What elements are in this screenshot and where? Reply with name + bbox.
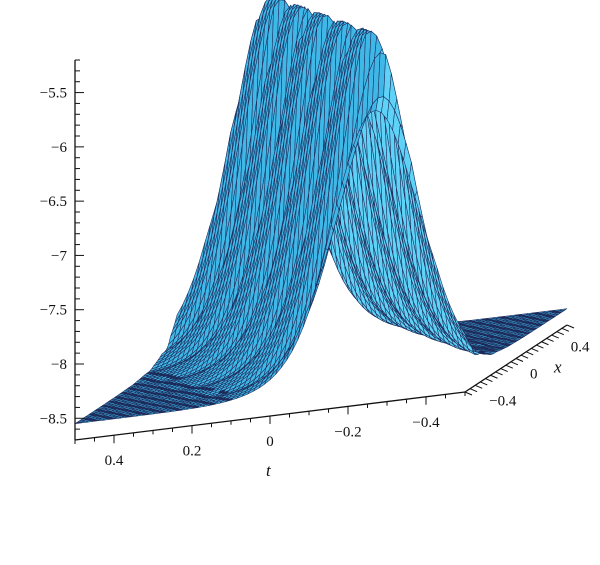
x-axis-tick [536,344,544,349]
t-tick-label: 0.4 [105,453,124,469]
x-axis-tick [480,381,488,386]
axis-ticks: 0.4 0.2 0 −0.2 −0.4 0.4 0 −0.4 −5.5 −6 −6.5 −7 −7.5 −… [40,59,590,469]
t-tick-label: 0 [266,434,274,450]
x-axis-tick [469,388,478,393]
surface-patch [268,0,271,2]
t-tick-label: −0.2 [334,424,361,440]
t-tick-label: 0.2 [183,444,202,460]
axes: 0.4 0.2 0 −0.2 −0.4 0.4 0 −0.4 −5.5 −6 −6.5 −7 −7.5 −… [40,59,590,480]
z-tick-label: −8.5 [40,411,67,427]
x-axis-tick [551,334,559,339]
x-axis-tick [510,361,519,366]
x-tick-label: −0.4 [489,393,517,409]
z-tick-label: −5.5 [40,86,67,102]
z-tick-label: −6.5 [40,194,67,210]
x-axis-tick [485,378,493,383]
x-tick-label: 0 [530,367,538,383]
x-axis-tick [505,364,513,369]
x-axis-tick [464,391,473,396]
surface-patch [459,325,468,340]
x-axis-tick [500,368,508,373]
x-axis-tick [515,358,524,362]
x-axis-tick [561,327,570,332]
z-tick-label: −6 [51,140,67,156]
x-axis-tick [531,347,539,352]
x-axis-tick [495,371,503,376]
z-tick-label: −8 [51,357,67,373]
x-tick-label: 0.4 [571,340,590,356]
z-tick-label: −7.5 [40,303,67,319]
z-tick-label: −7 [51,248,67,264]
x-axis-tick [566,324,575,329]
x-axis-tick [556,331,564,336]
surface-mesh [74,0,568,424]
x-axis-tick [520,354,529,359]
x-axis-tick [475,384,483,389]
t-axis-title: t [266,461,272,480]
x-axis-tick [541,341,549,346]
x-axis-tick [490,374,498,379]
x-axis-title: x [553,358,562,377]
x-axis-tick [526,351,534,356]
t-tick-label: −0.4 [412,415,440,431]
x-axis-tick [546,337,554,342]
